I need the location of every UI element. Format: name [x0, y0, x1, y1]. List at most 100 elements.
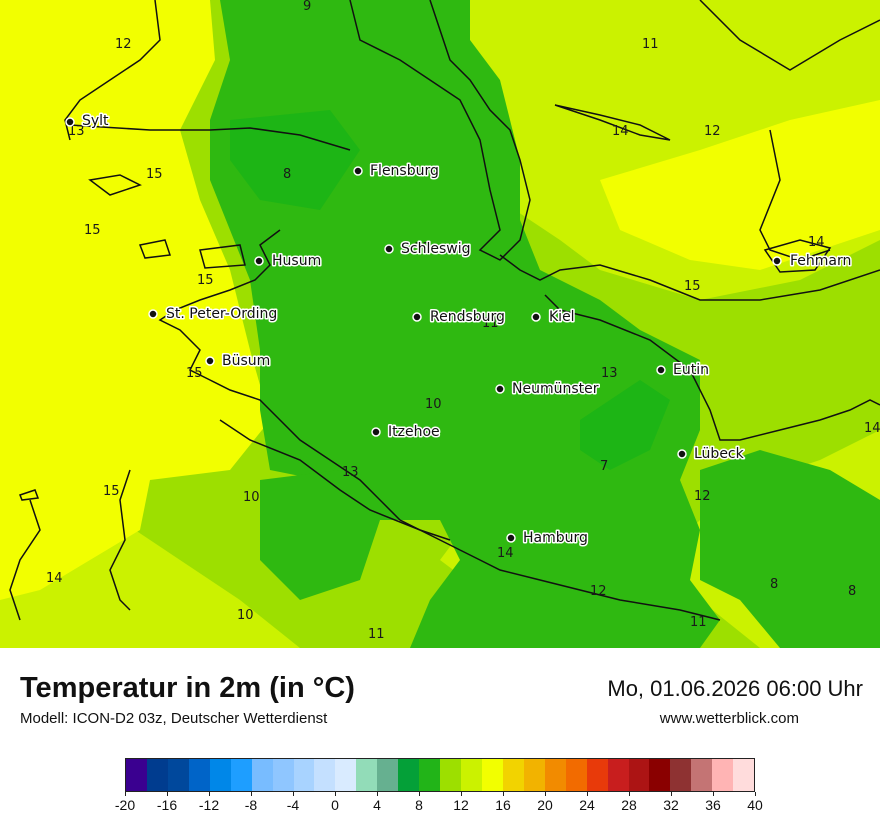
legend-tick-label: -8: [244, 797, 258, 813]
legend-tick-mark: [713, 792, 714, 796]
city-label: Sylt: [82, 113, 109, 129]
city-label: Büsum: [222, 353, 270, 369]
legend-tick-mark: [209, 792, 210, 796]
city-label: Kiel: [549, 309, 575, 325]
city-neumuenster[interactable]: Neumünster Neumünster: [495, 380, 600, 399]
city-rendsburg[interactable]: Rendsburg Rendsburg: [412, 308, 506, 327]
temp-label: 12: [694, 489, 711, 504]
legend-color-swatch: [126, 759, 147, 791]
city-st-peter-ording[interactable]: St. Peter-Ording St. Peter-Ording: [148, 305, 279, 324]
city-marker: [772, 256, 782, 266]
city-schleswig[interactable]: Schleswig Schleswig: [384, 240, 472, 259]
legend-tick-mark: [293, 792, 294, 796]
city-label-halo: Büsum: [222, 353, 270, 369]
temp-label: 8: [848, 584, 856, 599]
legend-tick-label: 28: [621, 797, 637, 813]
city-label: Eutin: [673, 362, 709, 378]
legend-tick-label: -16: [156, 797, 178, 813]
legend-tick-label: -20: [114, 797, 136, 813]
legend-tick-label: 16: [495, 797, 511, 813]
city-fehmarn[interactable]: Fehmarn Fehmarn: [772, 252, 853, 271]
temp-label: 13: [342, 465, 359, 480]
legend-tick-mark: [671, 792, 672, 796]
city-label: Lübeck: [694, 446, 745, 462]
city-marker: [205, 356, 215, 366]
city-label: Fehmarn: [790, 253, 851, 269]
city-label-halo: Schleswig: [401, 241, 470, 257]
temp-label: 15: [684, 279, 701, 294]
city-label: St. Peter-Ording: [166, 306, 277, 322]
city-label: Itzehoe: [388, 424, 440, 440]
map-title: Temperatur in 2m (in °C): [20, 672, 355, 704]
legend-tick-label: 20: [537, 797, 553, 813]
legend-color-swatch: [649, 759, 671, 791]
city-label-halo: Eutin: [673, 362, 709, 378]
city-itzehoe[interactable]: Itzehoe Itzehoe: [371, 423, 441, 442]
temperature-map: 9 12 11 13 14 12 15 8 15 12 14 15 15 11 …: [0, 0, 880, 648]
legend-color-swatch: [293, 759, 315, 791]
city-label-halo: Rendsburg: [430, 309, 505, 325]
city-label-halo: Husum: [272, 253, 321, 269]
legend-color-swatch: [440, 759, 461, 791]
city-marker: [495, 384, 505, 394]
city-luebeck[interactable]: Lübeck Lübeck: [677, 445, 746, 464]
legend-color-swatch: [398, 759, 420, 791]
city-buesum[interactable]: Büsum Büsum: [205, 352, 272, 371]
city-label-halo: Itzehoe: [388, 424, 440, 440]
legend-color-swatch: [335, 759, 357, 791]
legend-color-swatch: [523, 759, 545, 791]
city-kiel[interactable]: Kiel Kiel: [531, 308, 576, 327]
city-label-halo: St. Peter-Ording: [166, 306, 277, 322]
valid-datetime: Mo, 01.06.2026 06:00 Uhr: [607, 676, 863, 701]
legend-color-swatch: [377, 759, 399, 791]
map-canvas: 9 12 11 13 14 12 15 8 15 12 14 15 15 11 …: [0, 0, 880, 648]
legend-tick-label: 4: [373, 797, 381, 813]
legend-color-swatch: [461, 759, 482, 791]
legend-color-swatch: [356, 759, 378, 791]
city-marker: [371, 427, 381, 437]
legend-color-swatch: [314, 759, 336, 791]
zone-10-south: [260, 470, 380, 600]
legend-tick-label: 0: [331, 797, 339, 813]
temp-label: 14: [864, 421, 880, 436]
legend-color-swatch: [670, 759, 692, 791]
city-hamburg[interactable]: Hamburg Hamburg: [506, 529, 589, 548]
city-label: Rendsburg: [430, 309, 505, 325]
city-label: Flensburg: [370, 163, 439, 179]
legend-color-swatch: [712, 759, 734, 791]
legend-color-swatch: [167, 759, 189, 791]
legend-tick-mark: [251, 792, 252, 796]
zone-16-northsea: [0, 0, 270, 600]
zone-8-north: [230, 110, 360, 210]
legend-tick-label: 12: [453, 797, 469, 813]
temp-label: 11: [690, 615, 707, 630]
city-marker: [65, 117, 75, 127]
city-label-halo: Hamburg: [523, 530, 588, 546]
city-marker: [531, 312, 541, 322]
city-label-halo: Neumünster: [512, 381, 599, 397]
temp-label: 11: [482, 316, 499, 331]
temp-label: 15: [84, 223, 101, 238]
city-flensburg[interactable]: Flensburg Flensburg: [353, 162, 440, 181]
legend-color-swatch: [565, 759, 587, 791]
city-eutin[interactable]: Eutin Eutin: [656, 361, 710, 380]
city-sylt[interactable]: Sylt Sylt: [65, 112, 111, 131]
temp-label: 9: [303, 0, 311, 14]
city-husum[interactable]: Husum Husum: [254, 252, 323, 271]
website-link[interactable]: www.wetterblick.com: [659, 710, 799, 727]
temp-label: 8: [770, 577, 778, 592]
legend-tick-mark: [377, 792, 378, 796]
temp-label: 8: [283, 167, 291, 182]
legend-tick-label: 36: [705, 797, 721, 813]
temp-label: 15: [186, 366, 203, 381]
legend-color-swatch: [607, 759, 629, 791]
city-marker: [412, 312, 422, 322]
legend-tick-mark: [167, 792, 168, 796]
legend-color-swatch: [251, 759, 273, 791]
legend-tick-mark: [461, 792, 462, 796]
legend-color-swatch: [628, 759, 650, 791]
city-label-halo: Kiel: [549, 309, 575, 325]
legend-tick-mark: [125, 792, 126, 796]
city-marker: [353, 166, 363, 176]
legend-tick-mark: [335, 792, 336, 796]
